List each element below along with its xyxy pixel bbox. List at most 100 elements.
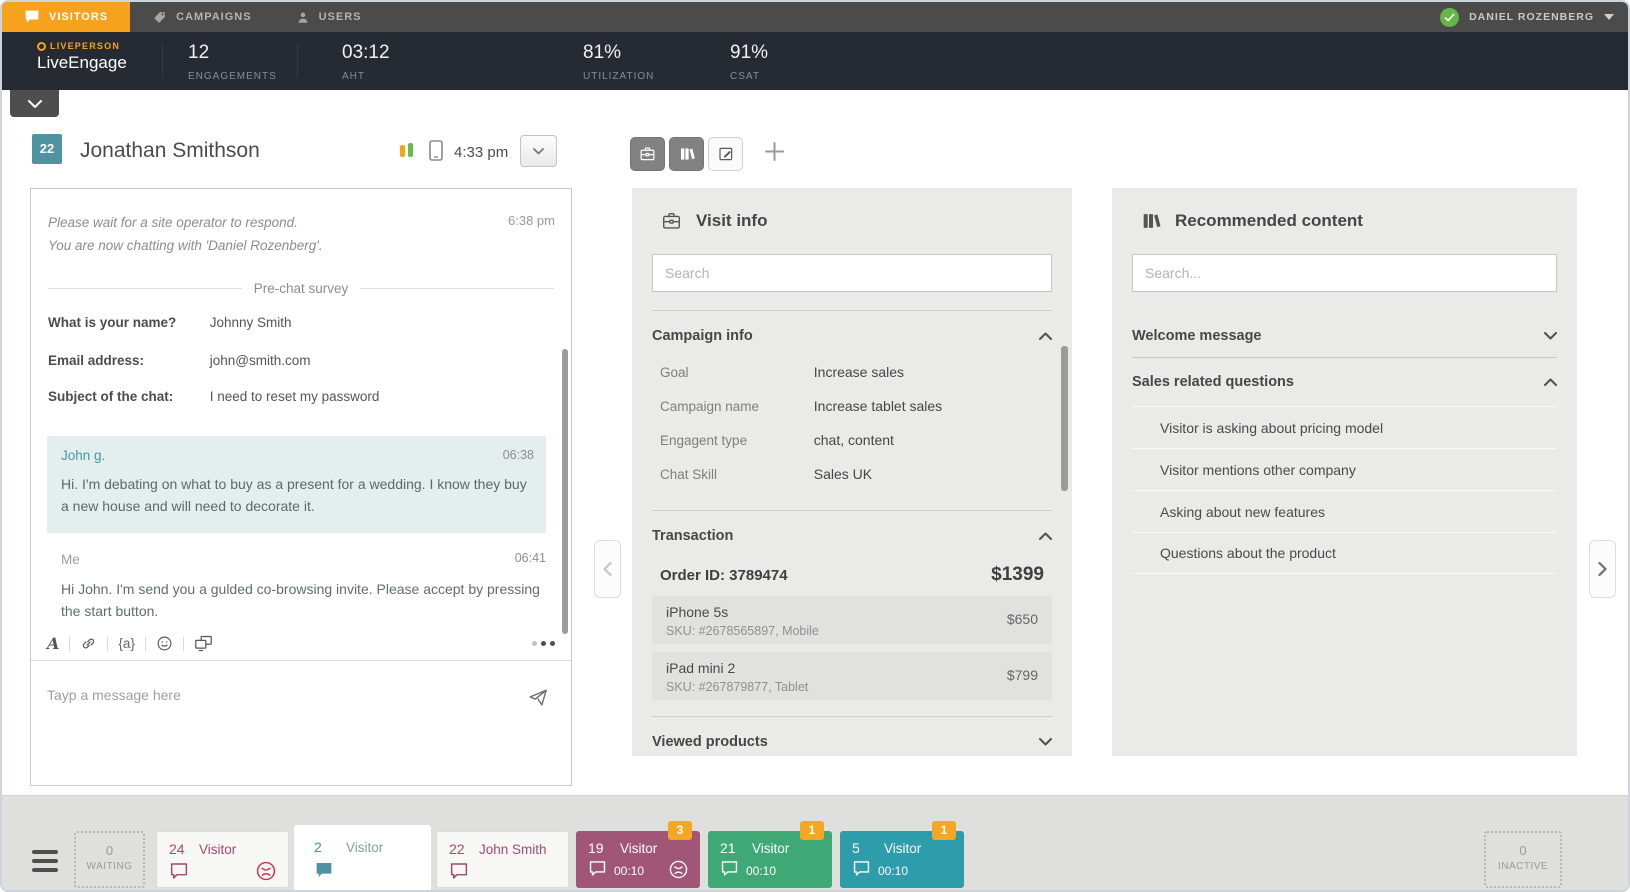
- stat-label: CSAT: [730, 71, 760, 82]
- engagement-tab-5[interactable]: 1 5 Visitor 00:10: [840, 821, 964, 888]
- emoji-button[interactable]: [156, 635, 173, 652]
- section-title: Campaign info: [652, 328, 753, 344]
- tab-visitor-label: Visitor: [884, 841, 922, 856]
- info-row: Engagent type chat, content: [660, 432, 1044, 448]
- divider: [144, 636, 146, 651]
- expand-right-arrow-button[interactable]: [1589, 540, 1616, 598]
- section-title: Sales related questions: [1132, 374, 1294, 390]
- stat-value: 91%: [730, 42, 769, 63]
- panel-scrollbar[interactable]: [1061, 346, 1068, 491]
- engagement-actions-dropdown[interactable]: [520, 135, 557, 167]
- recommended-content-widget-button[interactable]: [669, 137, 704, 171]
- send-icon[interactable]: [527, 687, 549, 714]
- section-title: Welcome message: [1132, 327, 1262, 344]
- info-label: Chat Skill: [660, 467, 718, 482]
- engagement-timer: 00:10: [878, 864, 909, 878]
- stat-engagements: 12 ENGAGEMENTS: [188, 42, 277, 82]
- engagement-tab-19[interactable]: 3 19 Visitor 00:10: [576, 821, 700, 888]
- product-price: $650: [1006, 611, 1038, 627]
- order-id: Order ID: 3789474: [660, 567, 788, 584]
- message-sender: John g.: [61, 448, 106, 463]
- engagement-tab-24[interactable]: 24 Visitor: [156, 831, 289, 888]
- recommended-search-input[interactable]: [1132, 254, 1557, 292]
- stat-value: 12: [188, 42, 210, 63]
- engagement-timer: 00:10: [746, 864, 777, 878]
- info-row: Goal Increase sales: [660, 364, 1044, 380]
- tab-campaigns[interactable]: CAMPAIGNS: [130, 2, 273, 32]
- visit-info-widget-button[interactable]: [630, 137, 665, 171]
- message-time: 06:38: [502, 448, 534, 462]
- transaction-item: iPhone 5s SKU: #2678565897, Mobile $650: [652, 596, 1052, 644]
- cobrowse-button[interactable]: [194, 635, 213, 652]
- panel-title-text: Visit info: [696, 211, 768, 230]
- content-item[interactable]: Asking about new features: [1132, 490, 1557, 532]
- tab-visitors-label: VISITORS: [49, 11, 109, 23]
- visit-info-search-input[interactable]: [652, 254, 1052, 292]
- viewed-products-section-header[interactable]: Viewed products: [652, 734, 1052, 750]
- brand-liveperson: LIVEPERSON: [37, 41, 127, 51]
- tab-users[interactable]: USERS: [274, 2, 384, 32]
- engagement-bar-menu-button[interactable]: [32, 850, 58, 877]
- chevron-up-icon: [1544, 378, 1557, 386]
- visit-info-panel: Visit info Campaign info Goal Increase s…: [632, 188, 1072, 756]
- survey-question: Email address:: [48, 353, 145, 368]
- angry-sentiment-icon: [668, 859, 689, 885]
- survey-question: What is your name?: [48, 315, 177, 330]
- user-icon: [298, 12, 307, 23]
- chat-scrollbar[interactable]: [562, 349, 568, 634]
- engagement-timer: 00:10: [614, 864, 645, 878]
- engagement-tab-2-active[interactable]: 2 Visitor: [294, 825, 431, 890]
- info-label: Goal: [660, 365, 689, 380]
- content-item[interactable]: Visitor is asking about pricing model: [1132, 406, 1557, 448]
- engagement-time: 4:33 pm: [454, 144, 509, 161]
- survey-row: Email address: john@smith.com: [48, 353, 554, 368]
- stat-label: UTILIZATION: [583, 71, 655, 82]
- collapse-left-arrow-button[interactable]: [594, 540, 621, 598]
- more-options-button[interactable]: [532, 641, 555, 646]
- stat-label: AHT: [342, 71, 365, 82]
- content-item[interactable]: Visitor mentions other company: [1132, 448, 1557, 490]
- chevron-down-icon: [533, 147, 544, 154]
- tab-visitors[interactable]: VISITORS: [2, 2, 131, 32]
- section-title: Viewed products: [652, 734, 768, 750]
- welcome-message-section-header[interactable]: Welcome message: [1132, 314, 1557, 358]
- sentiment-bar-orange-icon: [400, 145, 405, 157]
- macro-button[interactable]: {a}: [118, 636, 135, 651]
- tab-users-label: USERS: [318, 11, 362, 23]
- user-menu[interactable]: DANIEL ROZENBERG: [1440, 2, 1614, 32]
- visit-info-title: Visit info: [660, 210, 767, 232]
- engagement-tab-22[interactable]: 22 John Smith: [436, 831, 569, 888]
- tab-visitor-label: Visitor: [199, 842, 237, 857]
- sales-questions-section-header[interactable]: Sales related questions: [1132, 360, 1557, 404]
- chat-toolbar: A {a}: [31, 627, 571, 661]
- add-widget-button[interactable]: [764, 141, 785, 167]
- tab-visitor-label: Visitor: [620, 841, 658, 856]
- campaign-info-section-header[interactable]: Campaign info: [652, 328, 1052, 344]
- attachment-icon[interactable]: [80, 635, 97, 652]
- content-item[interactable]: Questions about the product: [1132, 532, 1557, 574]
- status-online-icon: [1440, 7, 1460, 27]
- compose-widget-button[interactable]: [708, 137, 743, 171]
- font-style-button[interactable]: A: [47, 634, 60, 653]
- engagement-tab-21[interactable]: 1 21 Visitor 00:10: [708, 821, 832, 888]
- collapse-stats-button[interactable]: [10, 90, 59, 117]
- section-title: Transaction: [652, 528, 734, 544]
- order-row: Order ID: 3789474 $1399: [660, 564, 1044, 586]
- transaction-section-header[interactable]: Transaction: [652, 528, 1052, 544]
- stat-label: ENGAGEMENTS: [188, 71, 277, 82]
- waiting-label: WAITING: [86, 861, 133, 872]
- user-menu-caret-icon: [1604, 14, 1614, 20]
- sentiment-bar-green-icon: [408, 143, 413, 157]
- inactive-slot: 0 INACTIVE: [1484, 831, 1562, 888]
- chevron-up-icon: [1039, 532, 1052, 540]
- survey-row: What is your name? Johnny Smith: [48, 315, 554, 330]
- tab-visitor-label: Visitor: [752, 841, 790, 856]
- order-total: $1399: [991, 564, 1044, 585]
- product-sku: SKU: #2678565897, Mobile: [666, 624, 819, 638]
- message-input[interactable]: [47, 687, 477, 703]
- divider: [107, 636, 109, 651]
- liveperson-logo-icon: [37, 41, 46, 51]
- divider: [162, 44, 163, 78]
- chevron-down-icon: [27, 99, 42, 108]
- chat-bubble-icon: [314, 861, 334, 884]
